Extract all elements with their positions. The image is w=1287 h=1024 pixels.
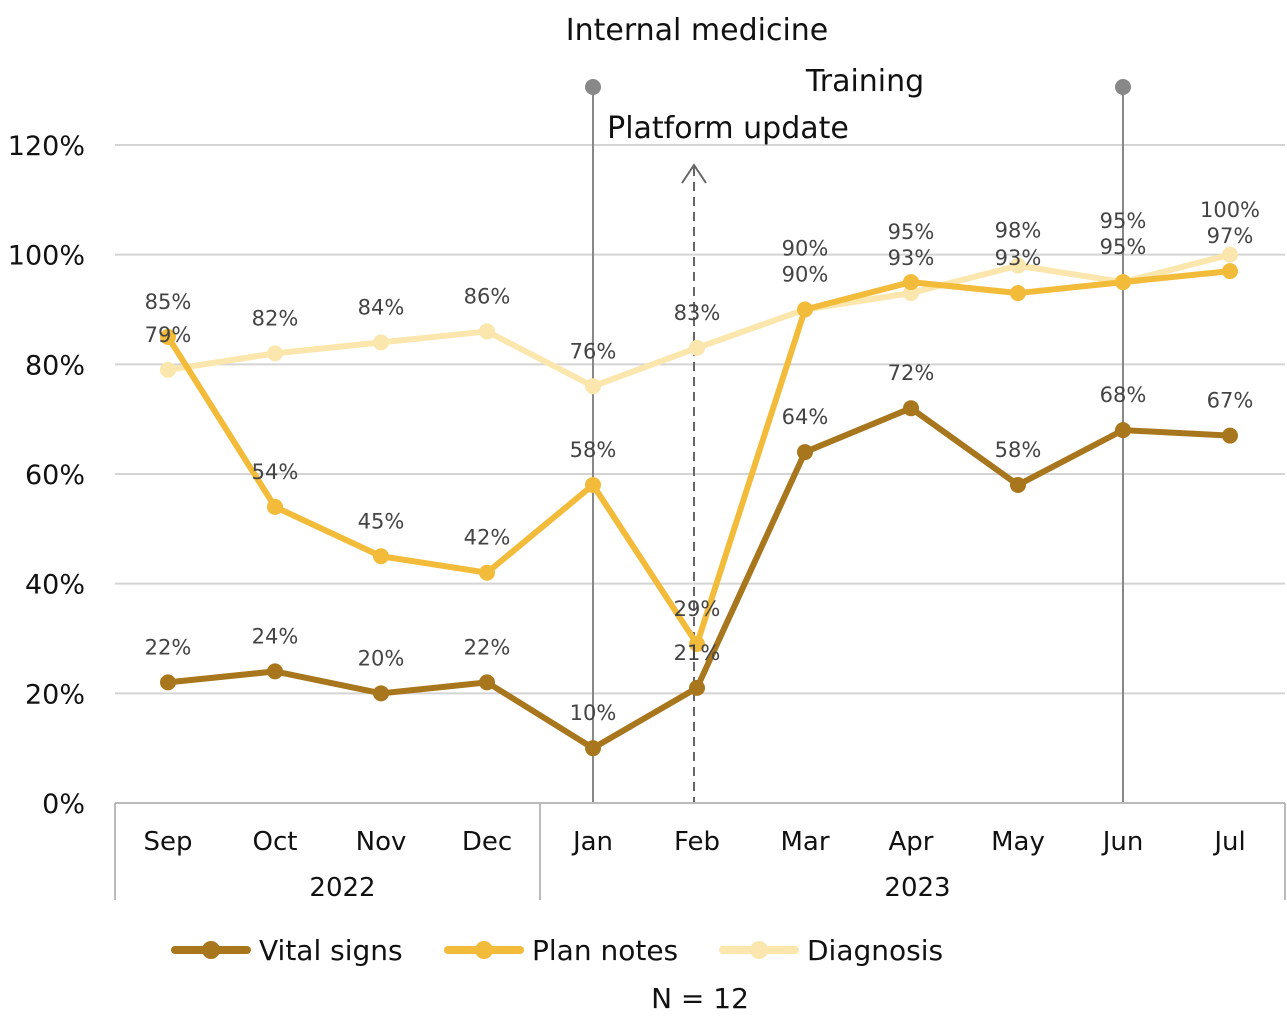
- x-tick-label: Nov: [356, 827, 407, 857]
- data-point: [160, 674, 176, 691]
- data-label: 42%: [464, 526, 511, 550]
- data-point: [373, 334, 389, 351]
- data-point: [373, 548, 389, 565]
- data-label: 93%: [888, 246, 935, 270]
- data-point: [689, 679, 705, 696]
- data-label: 64%: [782, 405, 829, 429]
- data-label: 67%: [1207, 389, 1254, 413]
- data-label: 84%: [358, 295, 405, 319]
- data-label: 95%: [1100, 235, 1147, 259]
- data-point: [797, 301, 813, 318]
- x-tick-label: Sep: [143, 827, 192, 857]
- data-point: [1115, 422, 1131, 439]
- data-label: 22%: [464, 635, 511, 659]
- x-tick-label: Jan: [571, 827, 613, 857]
- y-tick-label: 40%: [25, 570, 85, 601]
- data-point: [267, 498, 283, 515]
- data-point: [585, 378, 601, 395]
- legend-marker: [475, 941, 493, 959]
- x-tick-label: Dec: [462, 827, 512, 857]
- data-point: [479, 323, 495, 340]
- data-point: [267, 345, 283, 362]
- x-tick-label: May: [991, 827, 1045, 857]
- data-point: [373, 685, 389, 702]
- legend-marker: [202, 941, 220, 959]
- data-label: 90%: [782, 237, 829, 261]
- data-label: 83%: [674, 301, 721, 325]
- data-label: 79%: [145, 323, 192, 347]
- data-label: 24%: [252, 624, 299, 648]
- data-label: 45%: [358, 509, 405, 533]
- x-group-label: 2023: [884, 873, 950, 903]
- y-tick-label: 20%: [25, 679, 85, 710]
- data-label: 58%: [995, 438, 1042, 462]
- data-point: [797, 444, 813, 461]
- data-point: [479, 674, 495, 691]
- legend-label: Plan notes: [532, 934, 678, 967]
- data-point: [689, 635, 705, 652]
- legend-marker: [750, 941, 768, 959]
- annotation-label: Internal medicine: [566, 13, 829, 48]
- x-tick-label: Apr: [889, 827, 934, 857]
- data-label: 82%: [252, 306, 299, 330]
- x-tick-label: Mar: [780, 827, 829, 857]
- data-label: 86%: [464, 284, 511, 308]
- y-tick-label: 120%: [8, 131, 85, 162]
- data-point: [903, 400, 919, 417]
- y-tick-label: 0%: [42, 789, 85, 820]
- data-label: 21%: [674, 641, 721, 665]
- y-tick-label: 80%: [25, 350, 85, 381]
- annotation-label: Platform update: [607, 111, 849, 146]
- data-label: 10%: [570, 701, 617, 725]
- data-label: 29%: [674, 597, 721, 621]
- data-point: [689, 339, 705, 356]
- legend-label: Diagnosis: [807, 934, 943, 967]
- arrow-up-icon: [681, 163, 707, 184]
- y-tick-label: 100%: [8, 241, 85, 272]
- data-point: [585, 740, 601, 757]
- data-label: 72%: [888, 361, 935, 385]
- series-line: [167, 405, 1231, 752]
- data-label: 85%: [145, 290, 192, 314]
- data-label: 93%: [995, 246, 1042, 270]
- data-point: [1222, 263, 1238, 280]
- data-point: [1010, 257, 1026, 274]
- x-group-label: 2022: [309, 873, 375, 903]
- data-point: [1222, 246, 1238, 263]
- data-point: [1010, 476, 1026, 493]
- data-point: [585, 476, 601, 493]
- data-point: [160, 361, 176, 378]
- data-point: [160, 328, 176, 345]
- data-label: 54%: [252, 460, 299, 484]
- data-point: [1115, 274, 1131, 291]
- annotation-label: Training: [805, 64, 924, 99]
- data-label: 95%: [888, 220, 935, 244]
- x-tick-label: Jun: [1101, 827, 1144, 857]
- data-label: 68%: [1100, 383, 1147, 407]
- data-point: [1222, 427, 1238, 444]
- data-label: 90%: [782, 263, 829, 287]
- data-label: 22%: [145, 635, 192, 659]
- data-label: 58%: [570, 438, 617, 462]
- data-point: [1010, 285, 1026, 302]
- data-point: [903, 274, 919, 291]
- y-tick-label: 60%: [25, 460, 85, 491]
- data-label: 95%: [1100, 209, 1147, 233]
- data-point: [903, 285, 919, 302]
- event-marker: [585, 79, 601, 95]
- legend-label: Vital signs: [259, 934, 403, 967]
- x-tick-label: Feb: [674, 827, 720, 857]
- data-label: 100%: [1200, 198, 1260, 222]
- data-point: [479, 564, 495, 581]
- data-point: [267, 663, 283, 680]
- data-label: 97%: [1207, 224, 1254, 248]
- event-marker: [1115, 79, 1131, 95]
- data-label: 20%: [358, 646, 405, 670]
- x-tick-label: Jul: [1212, 827, 1245, 857]
- data-label: 98%: [995, 219, 1042, 243]
- x-tick-label: Oct: [253, 827, 298, 857]
- data-label: 76%: [570, 339, 617, 363]
- sample-size-note: N = 12: [651, 982, 749, 1015]
